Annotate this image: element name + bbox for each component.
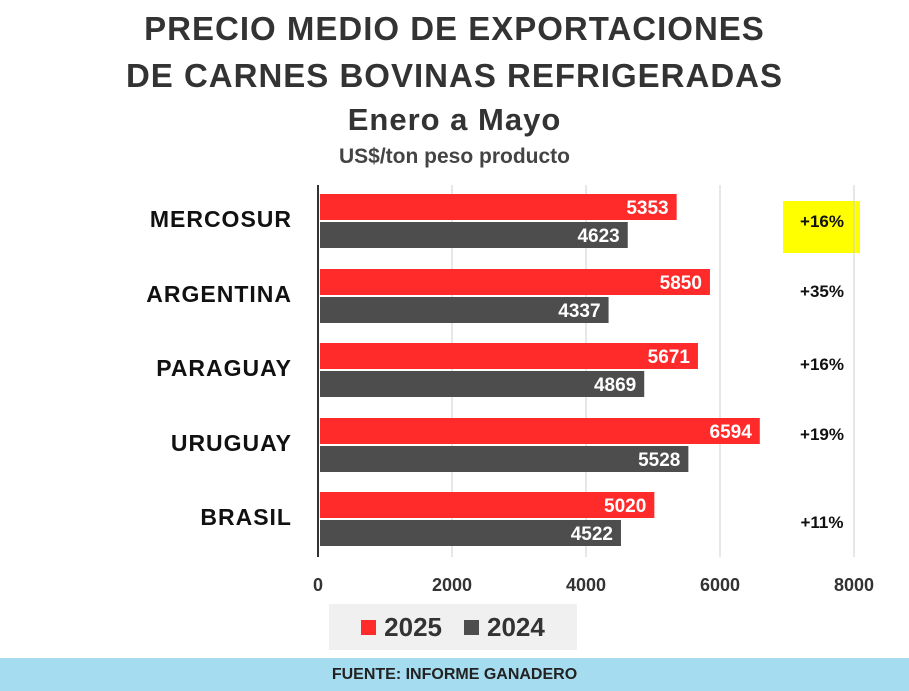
data-label-mercosur-2024: 4623 bbox=[577, 226, 619, 247]
data-label-paraguay-2024: 4869 bbox=[594, 375, 636, 396]
legend-item-2025: 2025 bbox=[361, 612, 442, 643]
data-label-uruguay-2025: 6594 bbox=[710, 422, 753, 443]
chart-title-line2: DE CARNES BOVINAS REFRIGERADAS bbox=[125, 57, 784, 94]
data-label-argentina-2025: 5850 bbox=[660, 273, 702, 294]
data-label-argentina-2024: 4337 bbox=[558, 301, 600, 322]
category-label-paraguay: PARAGUAY bbox=[156, 355, 292, 381]
x-tick-label-2000: 2000 bbox=[432, 575, 472, 595]
category-label-brasil: BRASIL bbox=[200, 504, 292, 530]
bar-brasil-2024 bbox=[320, 520, 621, 546]
bar-paraguay-2024 bbox=[320, 371, 645, 397]
bar-mercosur-2025 bbox=[320, 194, 677, 220]
legend-item-2024: 2024 bbox=[464, 612, 545, 643]
data-label-brasil-2024: 4522 bbox=[571, 524, 613, 545]
bar-uruguay-2024 bbox=[320, 446, 689, 472]
units-label: US$/ton peso producto bbox=[339, 145, 570, 168]
source-text: FUENTE: INFORME GANADERO bbox=[331, 665, 578, 683]
chart-title-line1: PRECIO MEDIO DE EXPORTACIONES bbox=[144, 10, 765, 47]
bar-paraguay-2025 bbox=[320, 343, 698, 369]
x-tick-label-4000: 4000 bbox=[566, 575, 606, 595]
legend-label-2024: 2024 bbox=[487, 611, 545, 642]
source-footer: FUENTE: INFORME GANADERO bbox=[0, 658, 909, 691]
legend-swatch-2024 bbox=[464, 619, 479, 635]
legend-swatch-2025 bbox=[361, 619, 377, 635]
category-label-mercosur: MERCOSUR bbox=[150, 206, 292, 232]
data-label-brasil-2025: 5020 bbox=[604, 496, 646, 517]
data-label-uruguay-2024: 5528 bbox=[638, 450, 680, 471]
bar-uruguay-2025 bbox=[320, 418, 760, 444]
data-label-mercosur-2025: 5353 bbox=[626, 198, 668, 219]
data-label-paraguay-2025: 5671 bbox=[648, 347, 691, 368]
change-label-argentina: +35% bbox=[800, 282, 844, 301]
category-label-argentina: ARGENTINA bbox=[146, 281, 292, 307]
category-label-uruguay: URUGUAY bbox=[171, 430, 292, 456]
change-label-paraguay: +16% bbox=[800, 355, 844, 374]
x-tick-label-6000: 6000 bbox=[700, 575, 740, 595]
change-label-brasil: +11% bbox=[800, 513, 843, 532]
bar-mercosur-2024 bbox=[320, 222, 628, 248]
change-label-mercosur: +16% bbox=[800, 212, 844, 231]
bar-brasil-2025 bbox=[320, 492, 655, 518]
mercosur-change-highlight bbox=[783, 201, 860, 253]
x-tick-label-8000: 8000 bbox=[834, 575, 874, 595]
bar-argentina-2024 bbox=[320, 297, 609, 323]
legend-label-2025: 2025 bbox=[384, 611, 442, 642]
chart-legend: 2025 2024 bbox=[329, 604, 577, 650]
change-label-uruguay: +19% bbox=[800, 425, 844, 444]
chart-subtitle: Enero a Mayo bbox=[347, 102, 562, 137]
bar-chart: 0 2000 4000 6000 8000 MERCOSUR 5353 4623 +16% ARG… bbox=[146, 185, 874, 595]
x-tick-label-0: 0 bbox=[313, 575, 323, 595]
bar-argentina-2025 bbox=[320, 269, 710, 295]
